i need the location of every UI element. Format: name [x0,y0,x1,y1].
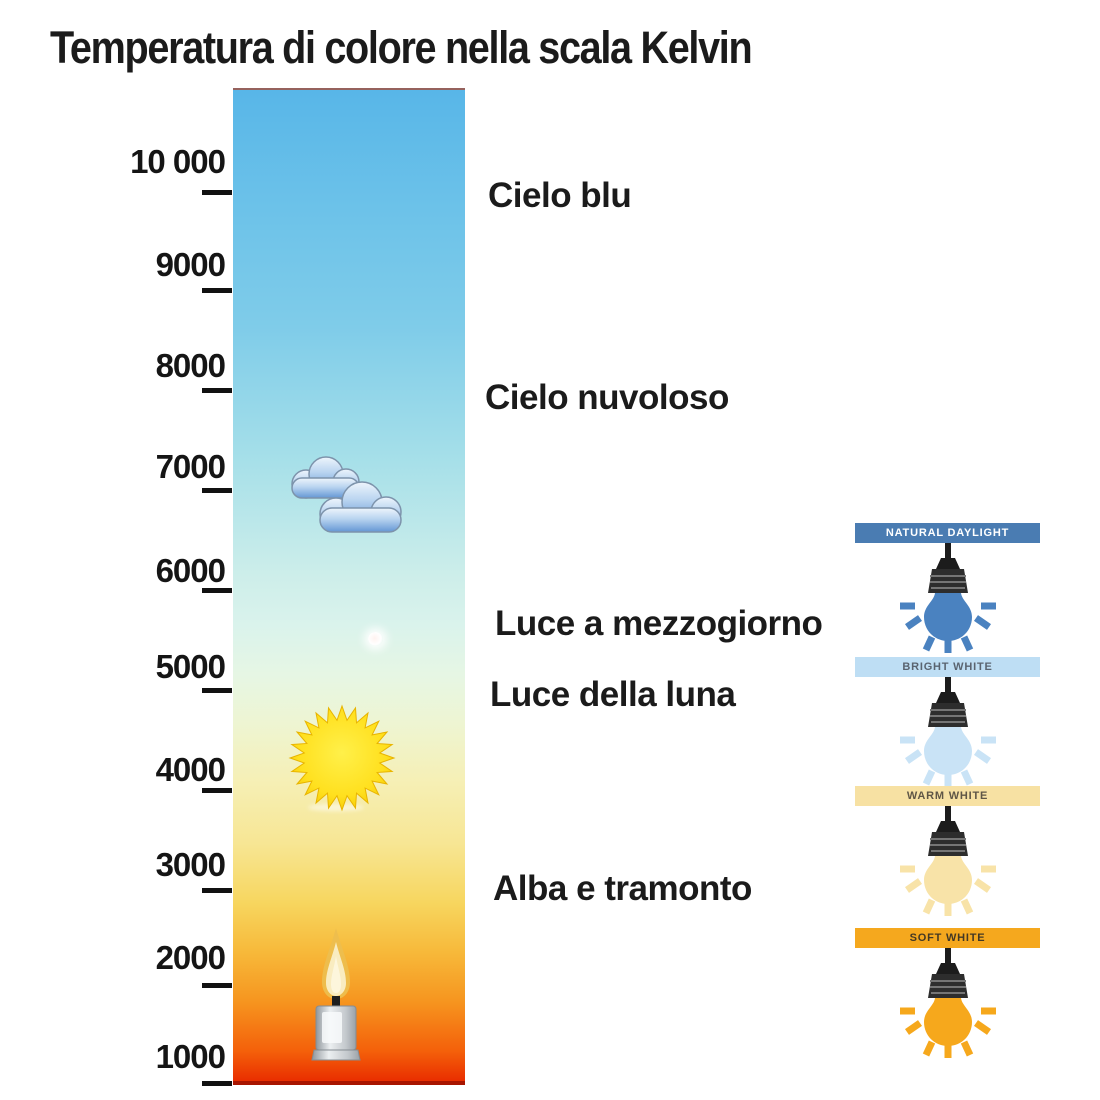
tick-6000 [202,588,232,593]
lightbulb-icon [888,948,1008,1060]
tick-1000 [202,1081,232,1086]
sun-icon [288,704,396,812]
tick-3000 [202,888,232,893]
bulb-card-warm-white: WARM WHITE [855,786,1040,918]
scale-label-2000: 2000 [155,939,226,976]
kelvin-gradient-bar [233,88,465,1085]
scale-label-8000: 8000 [155,347,226,384]
lightbulb-icon [888,543,1008,655]
bulb-card-bright-white: BRIGHT WHITE [855,657,1040,789]
bulb-card-label: WARM WHITE [906,790,989,802]
annotation-cielo-blu: Cielo blu [488,176,632,215]
lightbulb-icon [888,677,1008,789]
annotation-cielo-nuvoloso: Cielo nuvoloso [485,378,729,417]
annotation-alba-e-tramonto: Alba e tramonto [493,869,752,908]
scale-label-10000: 10 000 [130,143,226,180]
scale-label-6000: 6000 [155,552,226,589]
clouds-icon [291,456,402,533]
annotation-luce-a-mezzogiorno: Luce a mezzogiorno [495,604,823,643]
candle-wick [332,996,340,1008]
bulb-card-banner: NATURAL DAYLIGHT [855,523,1040,543]
candle-body [311,1005,361,1061]
scale-label-5000: 5000 [155,648,226,685]
scale-label-7000: 7000 [155,448,226,485]
tick-8000 [202,388,232,393]
candle-icon [311,928,361,1061]
tick-7000 [202,488,232,493]
bulb-card-banner: BRIGHT WHITE [855,657,1040,677]
bulb-card-soft-white: SOFT WHITE [855,928,1040,1060]
candle-flame [322,928,350,999]
bulb-card-banner: WARM WHITE [855,786,1040,806]
lightbulb-icon [888,806,1008,918]
bulb-card-label: NATURAL DAYLIGHT [885,527,1010,539]
tick-5000 [202,688,232,693]
scale-label-9000: 9000 [155,246,226,283]
scale-label-4000: 4000 [155,751,226,788]
moon-icon [368,632,383,646]
bulb-card-natural-daylight: NATURAL DAYLIGHT [855,523,1040,655]
bulb-card-banner: SOFT WHITE [855,928,1040,948]
scale-label-3000: 3000 [155,846,226,883]
tick-10000 [202,190,232,195]
tick-4000 [202,788,232,793]
page-title: Temperatura di colore nella scala Kelvin [50,22,753,73]
scale-label-1000: 1000 [155,1038,226,1075]
bulb-card-label: BRIGHT WHITE [902,661,993,673]
sun-reflection-streak [308,804,364,811]
annotation-luce-della-luna: Luce della luna [490,675,736,714]
front-cloud [319,481,402,533]
bulb-card-label: SOFT WHITE [909,932,986,944]
tick-9000 [202,288,232,293]
tick-2000 [202,983,232,988]
